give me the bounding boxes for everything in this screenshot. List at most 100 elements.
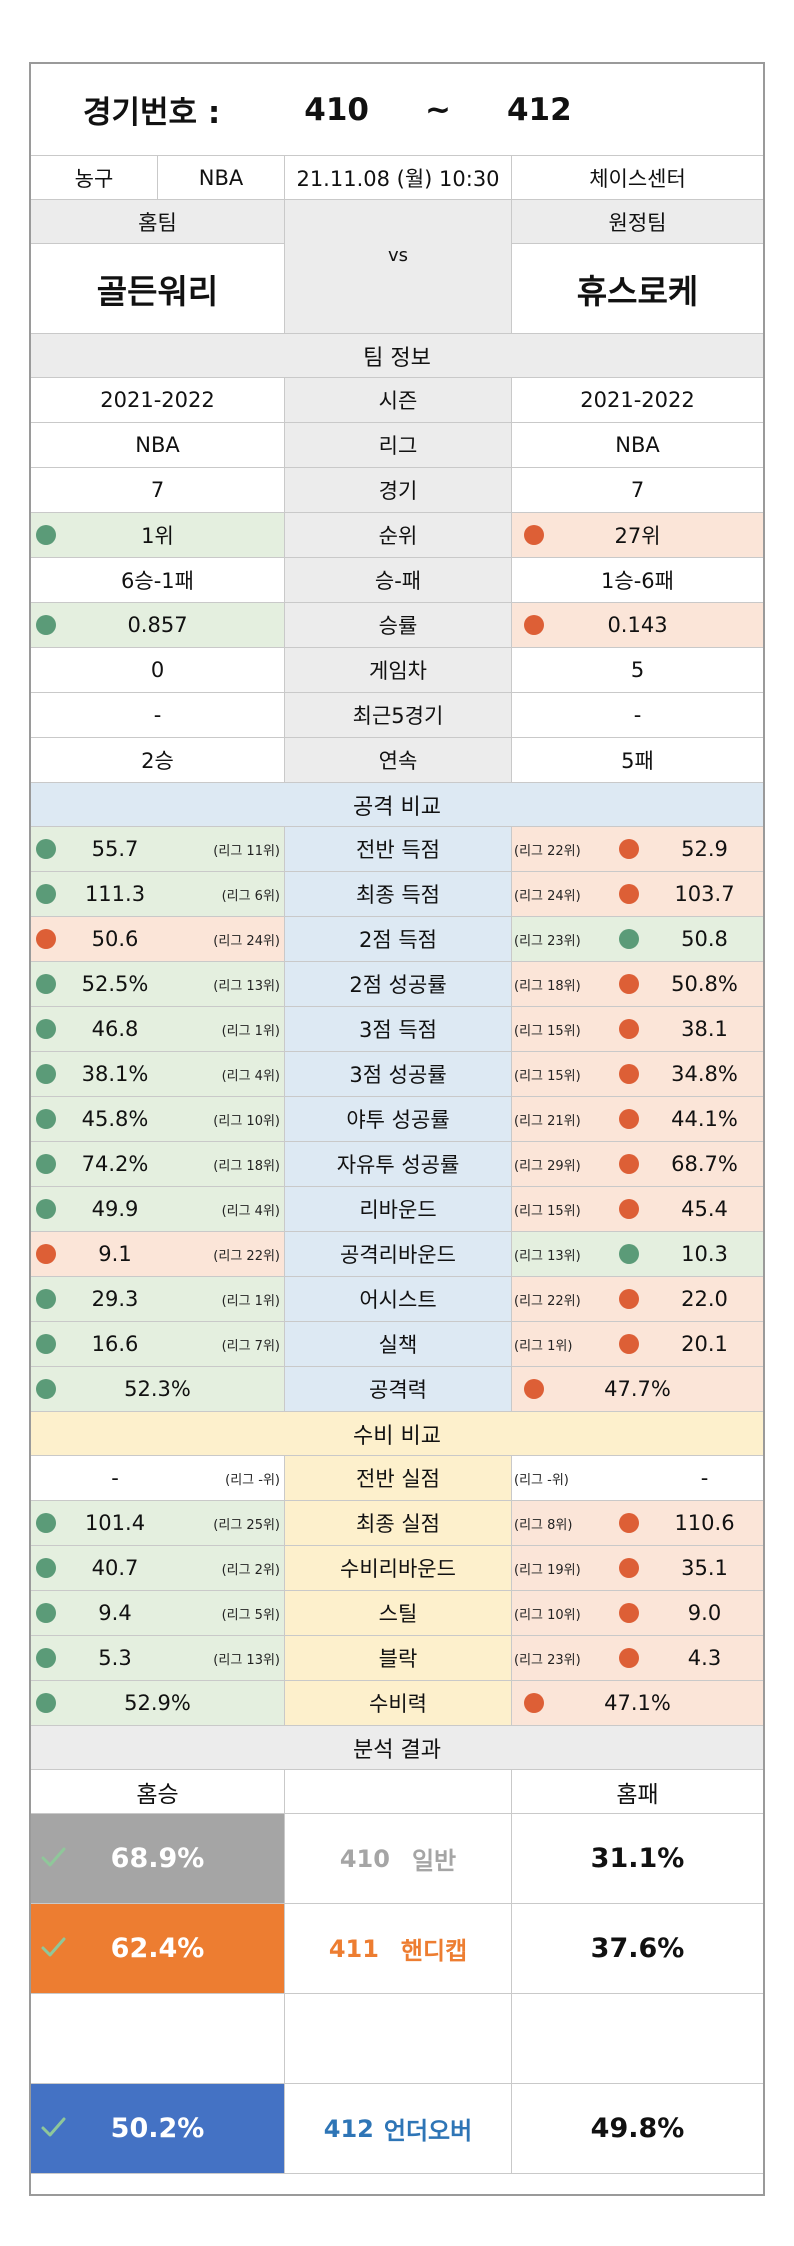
defense-row: 5.3 (리그 13위) 블락 (리그 23위) 4.3: [31, 1636, 763, 1681]
away-league-rank: (리그 8위): [512, 1501, 616, 1545]
sport-cell: 농구: [31, 156, 158, 199]
away-value-text: 34.8%: [671, 1062, 738, 1086]
home-value-text: 6승-1패: [121, 569, 194, 593]
stat-label: 승-패: [285, 558, 512, 602]
home-loss-percentage: 31.1%: [512, 1814, 763, 1903]
game-number-start: 410: [304, 91, 369, 128]
team-info-row: - 최근5경기 -: [31, 693, 763, 738]
offense-table: 55.7 (리그 11위) 전반 득점 (리그 22위) 52.9 111.3 (리그 6위…: [31, 827, 763, 1412]
bad-indicator-dot: [619, 974, 639, 994]
away-value: 52.9: [616, 827, 763, 871]
away-value-text: -: [633, 703, 642, 727]
stat-label-text: 리바운드: [359, 1198, 437, 1222]
away-value-text: 45.4: [681, 1197, 728, 1221]
home-value-text: 9.1: [98, 1242, 132, 1266]
away-value: 22.0: [616, 1277, 763, 1321]
stat-label: 자유투 성공률: [285, 1142, 512, 1186]
away-rank-text: (리그 18위): [514, 978, 581, 994]
home-value-text: 9.4: [98, 1601, 132, 1625]
stat-label-text: 야투 성공률: [346, 1108, 450, 1132]
offense-row: 38.1% (리그 4위) 3점 성공률 (리그 15위) 34.8%: [31, 1052, 763, 1097]
home-total-text: 52.9%: [124, 1691, 191, 1715]
away-value-text: 110.6: [674, 1511, 735, 1535]
title-row: 경기번호 : 410 ~ 412: [31, 64, 763, 156]
home-value: 49.9: [31, 1187, 181, 1231]
home-value: 1위: [31, 513, 285, 557]
away-value: 10.3: [616, 1232, 763, 1276]
home-league-rank: (리그 5위): [181, 1591, 285, 1635]
away-total-text: 47.1%: [604, 1691, 671, 1715]
away-value: 35.1: [616, 1546, 763, 1590]
offense-row: 49.9 (리그 4위) 리바운드 (리그 15위) 45.4: [31, 1187, 763, 1232]
home-value-text: 0.857: [127, 613, 188, 637]
away-league-rank: (리그 -위): [512, 1456, 616, 1500]
away-value-text: 50.8: [681, 927, 728, 951]
away-value: 5: [512, 648, 763, 692]
bet-type: 412 언더오버: [285, 2084, 512, 2173]
away-value: 2021-2022: [512, 378, 763, 422]
away-value-text: 5패: [621, 749, 654, 773]
empty-cell: [285, 1994, 512, 2083]
offense-row: 55.7 (리그 11위) 전반 득점 (리그 22위) 52.9: [31, 827, 763, 872]
away-league-rank: (리그 15위): [512, 1187, 616, 1231]
away-value-text: 4.3: [687, 1646, 722, 1670]
home-value-text: 7: [150, 478, 165, 502]
defense-row: 9.4 (리그 5위) 스틸 (리그 10위) 9.0: [31, 1591, 763, 1636]
home-rank-text: (리그 13위): [213, 1652, 280, 1668]
defense-row: 40.7 (리그 2위) 수비리바운드 (리그 19위) 35.1: [31, 1546, 763, 1591]
stat-label: 블락: [285, 1636, 512, 1680]
away-value-text: 9.0: [687, 1601, 722, 1625]
stat-label: 최종 득점: [285, 872, 512, 916]
home-value-text: 52.5%: [81, 972, 149, 996]
game-number-tilde: ~: [425, 91, 451, 128]
home-value: 45.8%: [31, 1097, 181, 1141]
stat-label-text: 순위: [378, 524, 418, 548]
good-indicator-dot: [36, 1379, 56, 1399]
home-rank-text: (리그 1위): [221, 1293, 280, 1309]
home-value-text: 38.1%: [81, 1062, 149, 1086]
home-value: 9.1: [31, 1232, 181, 1276]
offense-row: 52.5% (리그 13위) 2점 성공률 (리그 18위) 50.8%: [31, 962, 763, 1007]
good-indicator-dot: [36, 1019, 56, 1039]
away-league-rank: (리그 29위): [512, 1142, 616, 1186]
analysis-table: 68.9% 410 일반 31.1% 62.4% 411 핸디캡 37.6% 50.2% 412 언…: [31, 1814, 763, 2174]
home-value-text: NBA: [135, 433, 180, 457]
home-value: 50.6: [31, 917, 181, 961]
total-label: 공격력: [285, 1367, 512, 1411]
stat-label: 2점 성공률: [285, 962, 512, 1006]
away-value: 5패: [512, 738, 763, 782]
home-value-text: 2021-2022: [100, 388, 215, 412]
home-rank-text: (리그 6위): [221, 888, 280, 904]
home-rank-text: (리그 5위): [221, 1607, 280, 1623]
offense-row: 74.2% (리그 18위) 자유투 성공률 (리그 29위) 68.7%: [31, 1142, 763, 1187]
home-team-name: 골든워리: [96, 271, 219, 311]
offense-row: 9.1 (리그 22위) 공격리바운드 (리그 13위) 10.3: [31, 1232, 763, 1277]
good-indicator-dot: [36, 1199, 56, 1219]
bet-type-name: 핸디캡: [400, 1937, 468, 1965]
away-value-text: NBA: [615, 433, 660, 457]
away-league-rank: (리그 10위): [512, 1591, 616, 1635]
bad-indicator-dot: [619, 1513, 639, 1533]
stat-label-text: 경기: [378, 479, 418, 503]
home-loss-percentage: 37.6%: [512, 1904, 763, 1993]
bad-indicator-dot: [524, 1379, 544, 1399]
team-info-row: 0.857 승률 0.143: [31, 603, 763, 648]
bad-indicator-dot: [524, 615, 544, 635]
home-win-percentage: 62.4%: [31, 1904, 285, 1993]
away-value-text: 2021-2022: [580, 388, 695, 412]
good-indicator-dot: [36, 615, 56, 635]
defense-heading: 수비 비교: [31, 1412, 763, 1456]
analysis-row: 68.9% 410 일반 31.1%: [31, 1814, 763, 1904]
bad-indicator-dot: [619, 884, 639, 904]
stat-label-text: 2점 득점: [359, 928, 437, 952]
home-value-text: 2승: [141, 749, 174, 773]
home-value-text: 40.7: [91, 1556, 139, 1580]
away-rank-text: (리그 22위): [514, 843, 581, 859]
home-value: 5.3: [31, 1636, 181, 1680]
good-indicator-dot: [36, 1064, 56, 1084]
defense-row: - (리그 -위) 전반 실점 (리그 -위) -: [31, 1456, 763, 1501]
team-info-heading: 팀 정보: [31, 334, 763, 378]
home-value: 40.7: [31, 1546, 181, 1590]
home-league-rank: (리그 7위): [181, 1322, 285, 1366]
away-value-text: 35.1: [681, 1556, 728, 1580]
